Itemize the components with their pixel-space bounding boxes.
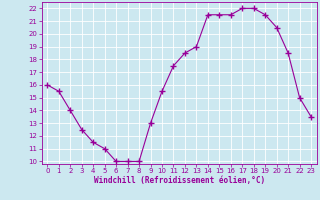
X-axis label: Windchill (Refroidissement éolien,°C): Windchill (Refroidissement éolien,°C)	[94, 176, 265, 185]
